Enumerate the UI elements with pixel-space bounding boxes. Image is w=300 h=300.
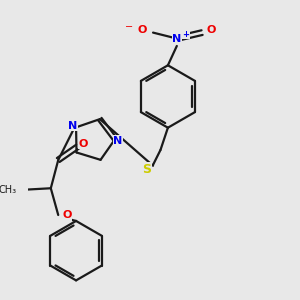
Text: S: S [142,163,152,176]
Text: −: − [125,22,133,32]
Text: CH₃: CH₃ [0,185,16,195]
Text: O: O [62,210,72,220]
Text: N: N [68,121,78,131]
Text: O: O [79,139,88,149]
Text: N: N [172,34,182,44]
Text: +: + [182,30,189,39]
Text: O: O [206,25,216,34]
Text: O: O [138,25,147,34]
Text: N: N [113,136,123,146]
